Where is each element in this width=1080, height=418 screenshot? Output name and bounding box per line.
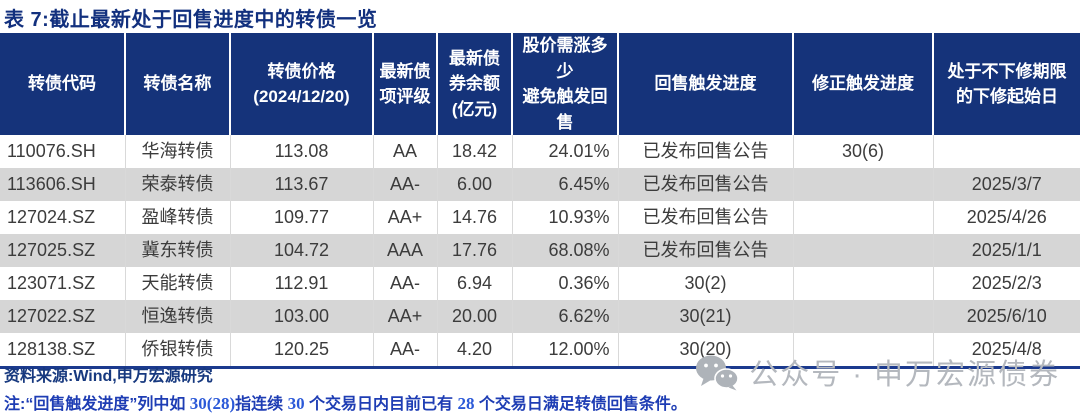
table-body: 110076.SH 华海转债 113.08 AA 18.42 24.01% 已发布回售公告 3… (0, 135, 1080, 368)
table-row: 123071.SZ 天能转债 112.91 AA- 6.94 0.36% 30(2) 2025… (0, 267, 1080, 300)
cell-put-trigger: 已发布回售公告 (617, 234, 793, 267)
table-header: 转债代码 转债名称 转债价格 (2024/12/20) 最新债 项评级 最新债 券余额 … (0, 33, 1080, 135)
footnote-number: 28 (457, 394, 475, 413)
cell-name: 荣泰转债 (124, 168, 230, 201)
cell-revision-trigger (792, 168, 933, 201)
cell-put-trigger: 已发布回售公告 (617, 168, 793, 201)
table-title: 表 7:截止最新处于回售进度中的转债一览 (4, 9, 378, 31)
cell-rise-needed: 0.36% (511, 267, 618, 300)
cell-code: 127024.SZ (7, 207, 96, 227)
cell-revision-trigger: 30(6) (792, 135, 933, 168)
cell-rating: AA+ (372, 300, 437, 333)
cell-revision-trigger (792, 267, 933, 300)
cell-price: 103.00 (229, 300, 373, 333)
footnote-number: 30 (287, 394, 305, 413)
table-row: 127022.SZ 恒逸转债 103.00 AA+ 20.00 6.62% 30(21) 20… (0, 300, 1080, 333)
cell-reset-start-date: 2025/1/1 (932, 234, 1080, 267)
footnote: 注:“回售触发进度”列中如 30(28)指连续 30 个交易日内目前已有 28 … (4, 390, 687, 414)
data-source: 资料来源:Wind,申万宏源研究 (4, 368, 213, 385)
column-header-price: 转债价格 (2024/12/20) (229, 33, 373, 135)
table-row: 127025.SZ 冀东转债 104.72 AAA 17.76 68.08% 已发布回售公告… (0, 234, 1080, 267)
cell-balance: 4.20 (436, 333, 512, 368)
cell-price: 113.67 (229, 168, 373, 201)
column-header-name: 转债名称 (124, 33, 230, 135)
cell-rise-needed: 12.00% (511, 333, 618, 368)
cell-rating: AAA (372, 234, 437, 267)
column-header-rise-needed: 股价需涨多少 避免触发回售 (511, 33, 618, 135)
column-header-balance: 最新债 券余额 (亿元) (436, 33, 512, 135)
cell-code: 123071.SZ (7, 273, 96, 293)
cell-name: 盈峰转债 (124, 201, 230, 234)
cell-code: 127022.SZ (7, 306, 96, 326)
cell-code: 128138.SZ (7, 339, 96, 359)
column-header-put-trigger: 回售触发进度 (617, 33, 793, 135)
cell-reset-start-date: 2025/2/3 (932, 267, 1080, 300)
cell-balance: 17.76 (436, 234, 512, 267)
cell-rating: AA- (372, 267, 437, 300)
table-row: 113606.SH 荣泰转债 113.67 AA- 6.00 6.45% 已发布回售公告 20… (0, 168, 1080, 201)
watermark-label: 公众号 · 申万宏源债券 (749, 359, 1060, 391)
table-row: 127024.SZ 盈峰转债 109.77 AA+ 14.76 10.93% 已发布回售公告… (0, 201, 1080, 234)
footnote-text: 个交易日内目前已有 (304, 396, 458, 413)
column-header-rating: 最新债 项评级 (372, 33, 437, 135)
cell-put-trigger: 已发布回售公告 (617, 201, 793, 234)
cell-name: 冀东转债 (124, 234, 230, 267)
cell-name: 华海转债 (124, 135, 230, 168)
wechat-icon (695, 354, 740, 391)
cell-rise-needed: 24.01% (511, 135, 618, 168)
cell-price: 112.91 (229, 267, 373, 300)
column-header-reset-start-date: 处于不下修期限 的下修起始日 (932, 33, 1080, 135)
footnote-text: 个交易日满足转债回售条件。 (474, 396, 687, 413)
cell-balance: 18.42 (436, 135, 512, 168)
cell-rise-needed: 6.62% (511, 300, 618, 333)
cell-price: 113.08 (229, 135, 373, 168)
cell-reset-start-date: 2025/4/8 (932, 333, 1080, 368)
cell-revision-trigger (792, 234, 933, 267)
puttable-bonds-table: 转债代码 转债名称 转债价格 (2024/12/20) 最新债 项评级 最新债 券余额 … (0, 33, 1080, 369)
watermark: 公众号 · 申万宏源债券 (695, 351, 1060, 393)
column-header-revision-trigger: 修正触发进度 (792, 33, 933, 135)
cell-price: 109.77 (229, 201, 373, 234)
cell-balance: 6.94 (436, 267, 512, 300)
cell-rating: AA+ (372, 201, 437, 234)
cell-rise-needed: 10.93% (511, 201, 618, 234)
cell-code: 110076.SH (7, 141, 96, 161)
cell-rating: AA (372, 135, 437, 168)
cell-rise-needed: 6.45% (511, 168, 618, 201)
cell-revision-trigger (792, 333, 933, 368)
footnote-text: 注:“回售触发进度”列中如 (4, 396, 190, 413)
cell-name: 天能转债 (124, 267, 230, 300)
cell-balance: 14.76 (436, 201, 512, 234)
cell-put-trigger: 30(2) (617, 267, 793, 300)
cell-price: 104.72 (229, 234, 373, 267)
cell-reset-start-date: 2025/4/26 (932, 201, 1080, 234)
cell-rise-needed: 68.08% (511, 234, 618, 267)
cell-reset-start-date: 2025/3/7 (932, 168, 1080, 201)
cell-rating: AA- (372, 333, 437, 368)
cell-code: 113606.SH (7, 174, 96, 194)
cell-rating: AA- (372, 168, 437, 201)
cell-reset-start-date: 2025/6/10 (932, 300, 1080, 333)
cell-put-trigger: 30(21) (617, 300, 793, 333)
cell-put-trigger: 已发布回售公告 (617, 135, 793, 168)
cell-revision-trigger (792, 300, 933, 333)
column-header-code: 转债代码 (0, 33, 125, 135)
cell-name: 恒逸转债 (124, 300, 230, 333)
cell-code: 127025.SZ (7, 240, 96, 260)
cell-reset-start-date (932, 135, 1080, 168)
footnote-text: 指连续 (235, 396, 288, 413)
cell-balance: 6.00 (436, 168, 512, 201)
footnote-number: 30(28) (189, 394, 236, 413)
table-row: 110076.SH 华海转债 113.08 AA 18.42 24.01% 已发布回售公告 3… (0, 135, 1080, 168)
cell-balance: 20.00 (436, 300, 512, 333)
cell-name: 侨银转债 (124, 333, 230, 368)
cell-revision-trigger (792, 201, 933, 234)
cell-price: 120.25 (229, 333, 373, 368)
